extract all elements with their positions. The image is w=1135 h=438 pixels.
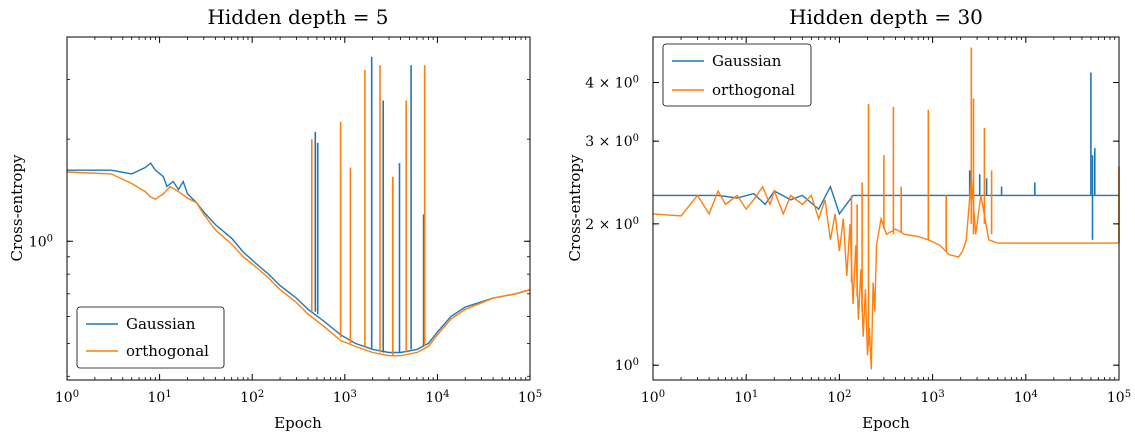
y-tick-label: 100 bbox=[29, 233, 53, 251]
legend-label-orthogonal: orthogonal bbox=[126, 342, 209, 360]
x-tick-label: 102 bbox=[240, 389, 264, 407]
x-tick-label: 101 bbox=[147, 389, 171, 407]
series-line-orthogonal bbox=[66, 171, 531, 357]
x-tick-label: 104 bbox=[1014, 389, 1038, 407]
y-axis-label: Cross-entropy bbox=[8, 154, 26, 262]
legend: Gaussian orthogonal bbox=[662, 43, 812, 107]
y-tick-label: 100 bbox=[615, 357, 639, 375]
x-axis-label: Epoch bbox=[274, 414, 322, 432]
series-line-gaussian bbox=[653, 184, 1119, 216]
y-tick-label: 4 × 100 bbox=[585, 74, 639, 92]
x-tick-label: 105 bbox=[518, 389, 542, 407]
x-tick-label: 104 bbox=[425, 389, 449, 407]
series-line-orthogonal bbox=[652, 178, 1119, 370]
chart-title: Hidden depth = 30 bbox=[789, 5, 983, 29]
y-axis-label: Cross-entropy bbox=[566, 154, 584, 262]
y-tick-label: 2 × 100 bbox=[585, 215, 639, 233]
axes-frame bbox=[652, 36, 1120, 381]
legend-label-orthogonal: orthogonal bbox=[712, 81, 795, 99]
chart-panel-depth-5: Hidden depth = 5 Epoch Cross-entropy 100… bbox=[8, 5, 542, 432]
legend-label-gaussian: Gaussian bbox=[126, 315, 196, 333]
chart-title: Hidden depth = 5 bbox=[207, 5, 388, 29]
y-tick-label: 3 × 100 bbox=[585, 133, 639, 151]
legend: Gaussian orthogonal bbox=[76, 306, 225, 369]
x-tick-label: 103 bbox=[920, 389, 944, 407]
axes-frame bbox=[66, 36, 531, 381]
legend-box bbox=[76, 306, 225, 369]
x-tick-label: 103 bbox=[333, 389, 357, 407]
x-tick-label: 100 bbox=[641, 389, 665, 407]
x-tick-label: 105 bbox=[1107, 389, 1131, 407]
x-tick-label: 102 bbox=[827, 389, 851, 407]
x-tick-label: 100 bbox=[55, 389, 79, 407]
x-axis-label: Epoch bbox=[862, 414, 910, 432]
x-tick-label: 101 bbox=[734, 389, 758, 407]
chart-panel-depth-30: Hidden depth = 30 Epoch Cross-entropy 10… bbox=[566, 5, 1131, 432]
series-line-gaussian bbox=[67, 162, 531, 354]
legend-label-gaussian: Gaussian bbox=[712, 52, 782, 70]
